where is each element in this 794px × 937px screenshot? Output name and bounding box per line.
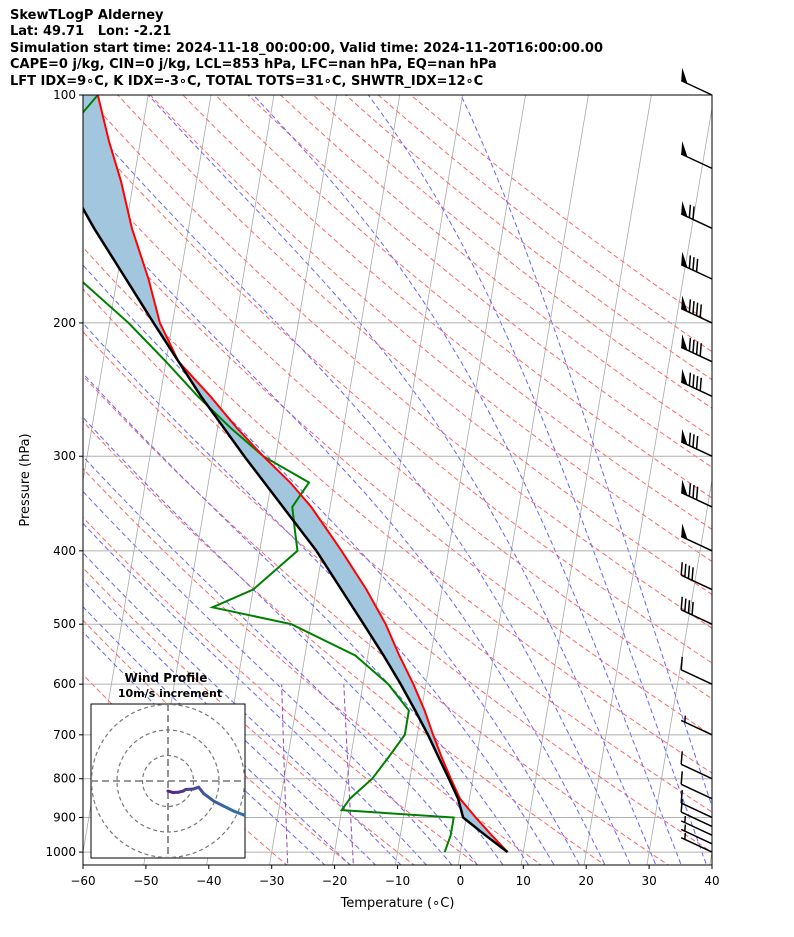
x-tick-label: 30: [641, 874, 656, 888]
y-axis-ticks: 1000 900 800 700 600 500 400 300 200 100: [45, 88, 83, 859]
y-axis-label: Pressure (hPa): [18, 433, 33, 526]
y-tick-label: 600: [53, 677, 76, 691]
dry-adiabat-line: [344, 95, 712, 381]
isotherm-line: [770, 60, 794, 883]
temperature-line: [96, 95, 509, 853]
wind-barb: [680, 596, 713, 625]
hodograph-trace-segment: [212, 799, 226, 808]
dewpoint-line: [83, 95, 455, 853]
x-tick-label: 20: [579, 874, 594, 888]
hodograph-trace-segment: [232, 809, 245, 817]
stability-indices-line: LFT IDX=9∘C, K IDX=-3∘C, TOTAL TOTS=31∘C…: [10, 73, 484, 89]
x-axis-label: Temperature (∘C): [340, 896, 455, 911]
isotherm-line: [583, 105, 712, 865]
isotherm-line: [332, 95, 464, 865]
wind-barb: [680, 824, 713, 845]
wind-barb: [680, 334, 713, 363]
mixing-ratio-line: [281, 684, 289, 865]
wind-barb: [680, 790, 713, 819]
moist-adiabat-line: [83, 416, 504, 865]
y-tick-label: 100: [53, 88, 76, 102]
instability-indices-line: CAPE=0 j/kg, CIN=0 j/kg, LCL=853 hPa, LF…: [10, 57, 497, 73]
moist-adiabat-line: [367, 95, 708, 865]
dry-adiabat-line: [214, 95, 712, 499]
x-tick-label: −20: [322, 874, 347, 888]
dry-adiabat-line: [83, 206, 712, 736]
y-tick-label: 500: [53, 617, 76, 631]
x-tick-label: 0: [457, 874, 465, 888]
wind-barb: [680, 141, 713, 170]
moist-adiabat-line: [460, 95, 712, 808]
x-tick-label: −10: [385, 874, 410, 888]
wind-barb: [680, 771, 713, 800]
cape-shading: [83, 95, 508, 853]
isotherm-line: [394, 95, 526, 865]
chart-title: SkewTLogP Alderney: [10, 8, 164, 23]
mixing-ratio-line: [343, 684, 354, 865]
dry-adiabat-line: [83, 246, 712, 774]
dry-adiabat-line: [83, 375, 670, 865]
profiles: [83, 95, 509, 854]
isotherm-line: [520, 95, 652, 865]
y-tick-label: 1000: [45, 845, 76, 859]
wind-barb: [680, 715, 713, 736]
dry-adiabat-line: [83, 128, 712, 664]
wind-barb: [680, 562, 713, 591]
dry-adiabat-line: [83, 167, 712, 700]
y-tick-label: 900: [53, 810, 76, 824]
x-tick-label: −30: [259, 874, 284, 888]
isotherm-line: [83, 95, 86, 111]
moist-adiabat-line: [83, 322, 555, 865]
moist-adiabat-line: [83, 490, 453, 865]
hodograph-title: Wind Profile: [125, 671, 208, 685]
hodograph-trace-segment: [202, 792, 216, 803]
y-tick-label: 200: [53, 316, 76, 330]
dry-adiabat-line: [182, 95, 712, 530]
hodograph-inset: Wind Profile 10m/s increment: [90, 671, 246, 859]
isotherm-line: [646, 477, 712, 865]
wind-barb: [680, 67, 713, 96]
x-axis-ticks: −60 −50 −40 −30 −20 −10 0 10 20 30 40: [70, 865, 720, 888]
dry-adiabat-line: [312, 95, 712, 409]
x-tick-label: 40: [704, 874, 719, 888]
location-line: Lat: 49.71 Lon: -2.21: [10, 24, 172, 40]
x-tick-label: 10: [516, 874, 531, 888]
x-tick-label: −50: [133, 874, 158, 888]
wind-barb: [680, 428, 713, 457]
isotherm-line: [269, 95, 401, 865]
moist-adiabat-line: [83, 264, 581, 865]
wind-barb: [680, 479, 713, 508]
dry-adiabat-line: [83, 331, 712, 853]
y-tick-label: 800: [53, 772, 76, 786]
isotherm-line: [709, 849, 712, 865]
y-tick-label: 700: [53, 728, 76, 742]
dry-adiabat-line: [84, 95, 712, 629]
wind-barb: [680, 656, 713, 685]
isotherm-line: [83, 95, 149, 483]
chart-header: SkewTLogP Alderney Lat: 49.71 Lon: -2.21…: [10, 8, 603, 90]
x-tick-label: −40: [196, 874, 221, 888]
hodograph-trace-segment: [222, 804, 236, 813]
wind-barb: [680, 251, 713, 280]
wind-barb: [680, 295, 713, 324]
y-tick-label: 300: [53, 449, 76, 463]
wind-barbs: [680, 67, 713, 853]
dry-adiabat-line: [83, 516, 479, 865]
y-tick-label: 400: [53, 544, 76, 558]
wind-barb: [680, 200, 713, 229]
dry-adiabat-line: [377, 95, 712, 353]
x-tick-label: −60: [70, 874, 95, 888]
wind-barb: [680, 751, 713, 780]
dry-adiabat-line: [279, 95, 712, 439]
wind-barb: [680, 816, 713, 836]
dry-adiabat-line: [83, 288, 712, 813]
parcel-path-line: [83, 206, 509, 854]
wind-barb: [680, 368, 713, 397]
wind-barb: [680, 832, 713, 853]
hodograph-subtitle: 10m/s increment: [118, 687, 222, 700]
simulation-time-line: Simulation start time: 2024-11-18_00:00:…: [10, 40, 603, 56]
isotherm-line: [457, 95, 589, 865]
wind-barb: [680, 523, 713, 552]
